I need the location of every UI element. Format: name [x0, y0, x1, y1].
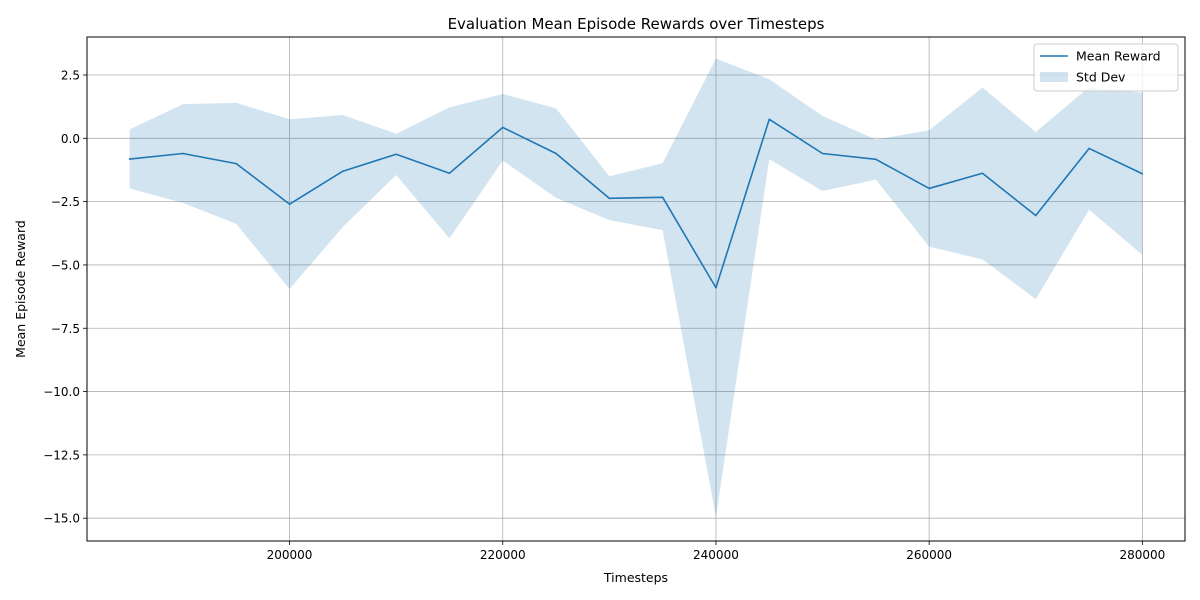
data-point	[182, 152, 184, 155]
y-tick-label: −10.0	[43, 385, 80, 399]
y-axis-ticks: −15.0 −12.5 −10.0 −7.5 −5.0 −2.5 0.0 2.5	[43, 68, 87, 526]
y-tick-label: −15.0	[43, 512, 80, 526]
data-point	[821, 152, 824, 155]
y-tick-label: −2.5	[51, 195, 80, 209]
legend-label-std-dev: Std Dev	[1076, 70, 1126, 85]
std-dev-area	[129, 58, 1143, 517]
chart-title: Evaluation Mean Episode Rewards over Tim…	[448, 15, 825, 33]
data-point	[715, 286, 717, 289]
x-tick-label: 200000	[267, 548, 313, 562]
legend-box	[1033, 43, 1179, 92]
data-point	[875, 158, 877, 161]
x-tick-label: 280000	[1119, 548, 1165, 562]
y-tick-label: −12.5	[43, 448, 80, 462]
data-point	[235, 162, 238, 165]
data-point	[608, 197, 611, 200]
x-axis-ticks: 200000 220000 240000 260000 280000	[267, 541, 1165, 562]
data-point	[448, 172, 451, 175]
x-tick-label: 220000	[480, 548, 526, 562]
data-point	[128, 158, 131, 160]
data-point	[1034, 214, 1037, 217]
data-point	[342, 170, 344, 173]
data-point	[555, 152, 557, 155]
data-point	[768, 118, 771, 121]
data-point	[395, 153, 397, 156]
legend-swatch-std-dev	[1040, 72, 1068, 82]
grid	[87, 37, 1185, 541]
series-line-mean-reward	[129, 118, 1143, 289]
y-tick-label: −7.5	[51, 322, 80, 336]
data-point	[501, 126, 504, 129]
plot-frame	[86, 36, 1186, 542]
x-axis-label: Timesteps	[603, 570, 668, 585]
y-tick-label: −5.0	[51, 258, 80, 272]
y-tick-label: 0.0	[61, 132, 80, 146]
y-tick-label: 2.5	[61, 68, 80, 82]
data-point	[1088, 147, 1090, 150]
y-axis-label: Mean Episode Reward	[13, 220, 28, 358]
data-point	[1141, 172, 1144, 175]
x-tick-label: 260000	[906, 548, 952, 562]
data-point	[288, 203, 291, 205]
data-point	[661, 196, 664, 199]
data-point	[928, 187, 930, 190]
legend: Mean Reward Std Dev	[1033, 43, 1179, 92]
mean-reward-line-group	[128, 118, 1144, 289]
x-tick-label: 240000	[693, 548, 739, 562]
std-dev-band	[129, 58, 1143, 517]
data-point	[981, 172, 984, 175]
legend-label-mean-reward: Mean Reward	[1076, 49, 1161, 64]
